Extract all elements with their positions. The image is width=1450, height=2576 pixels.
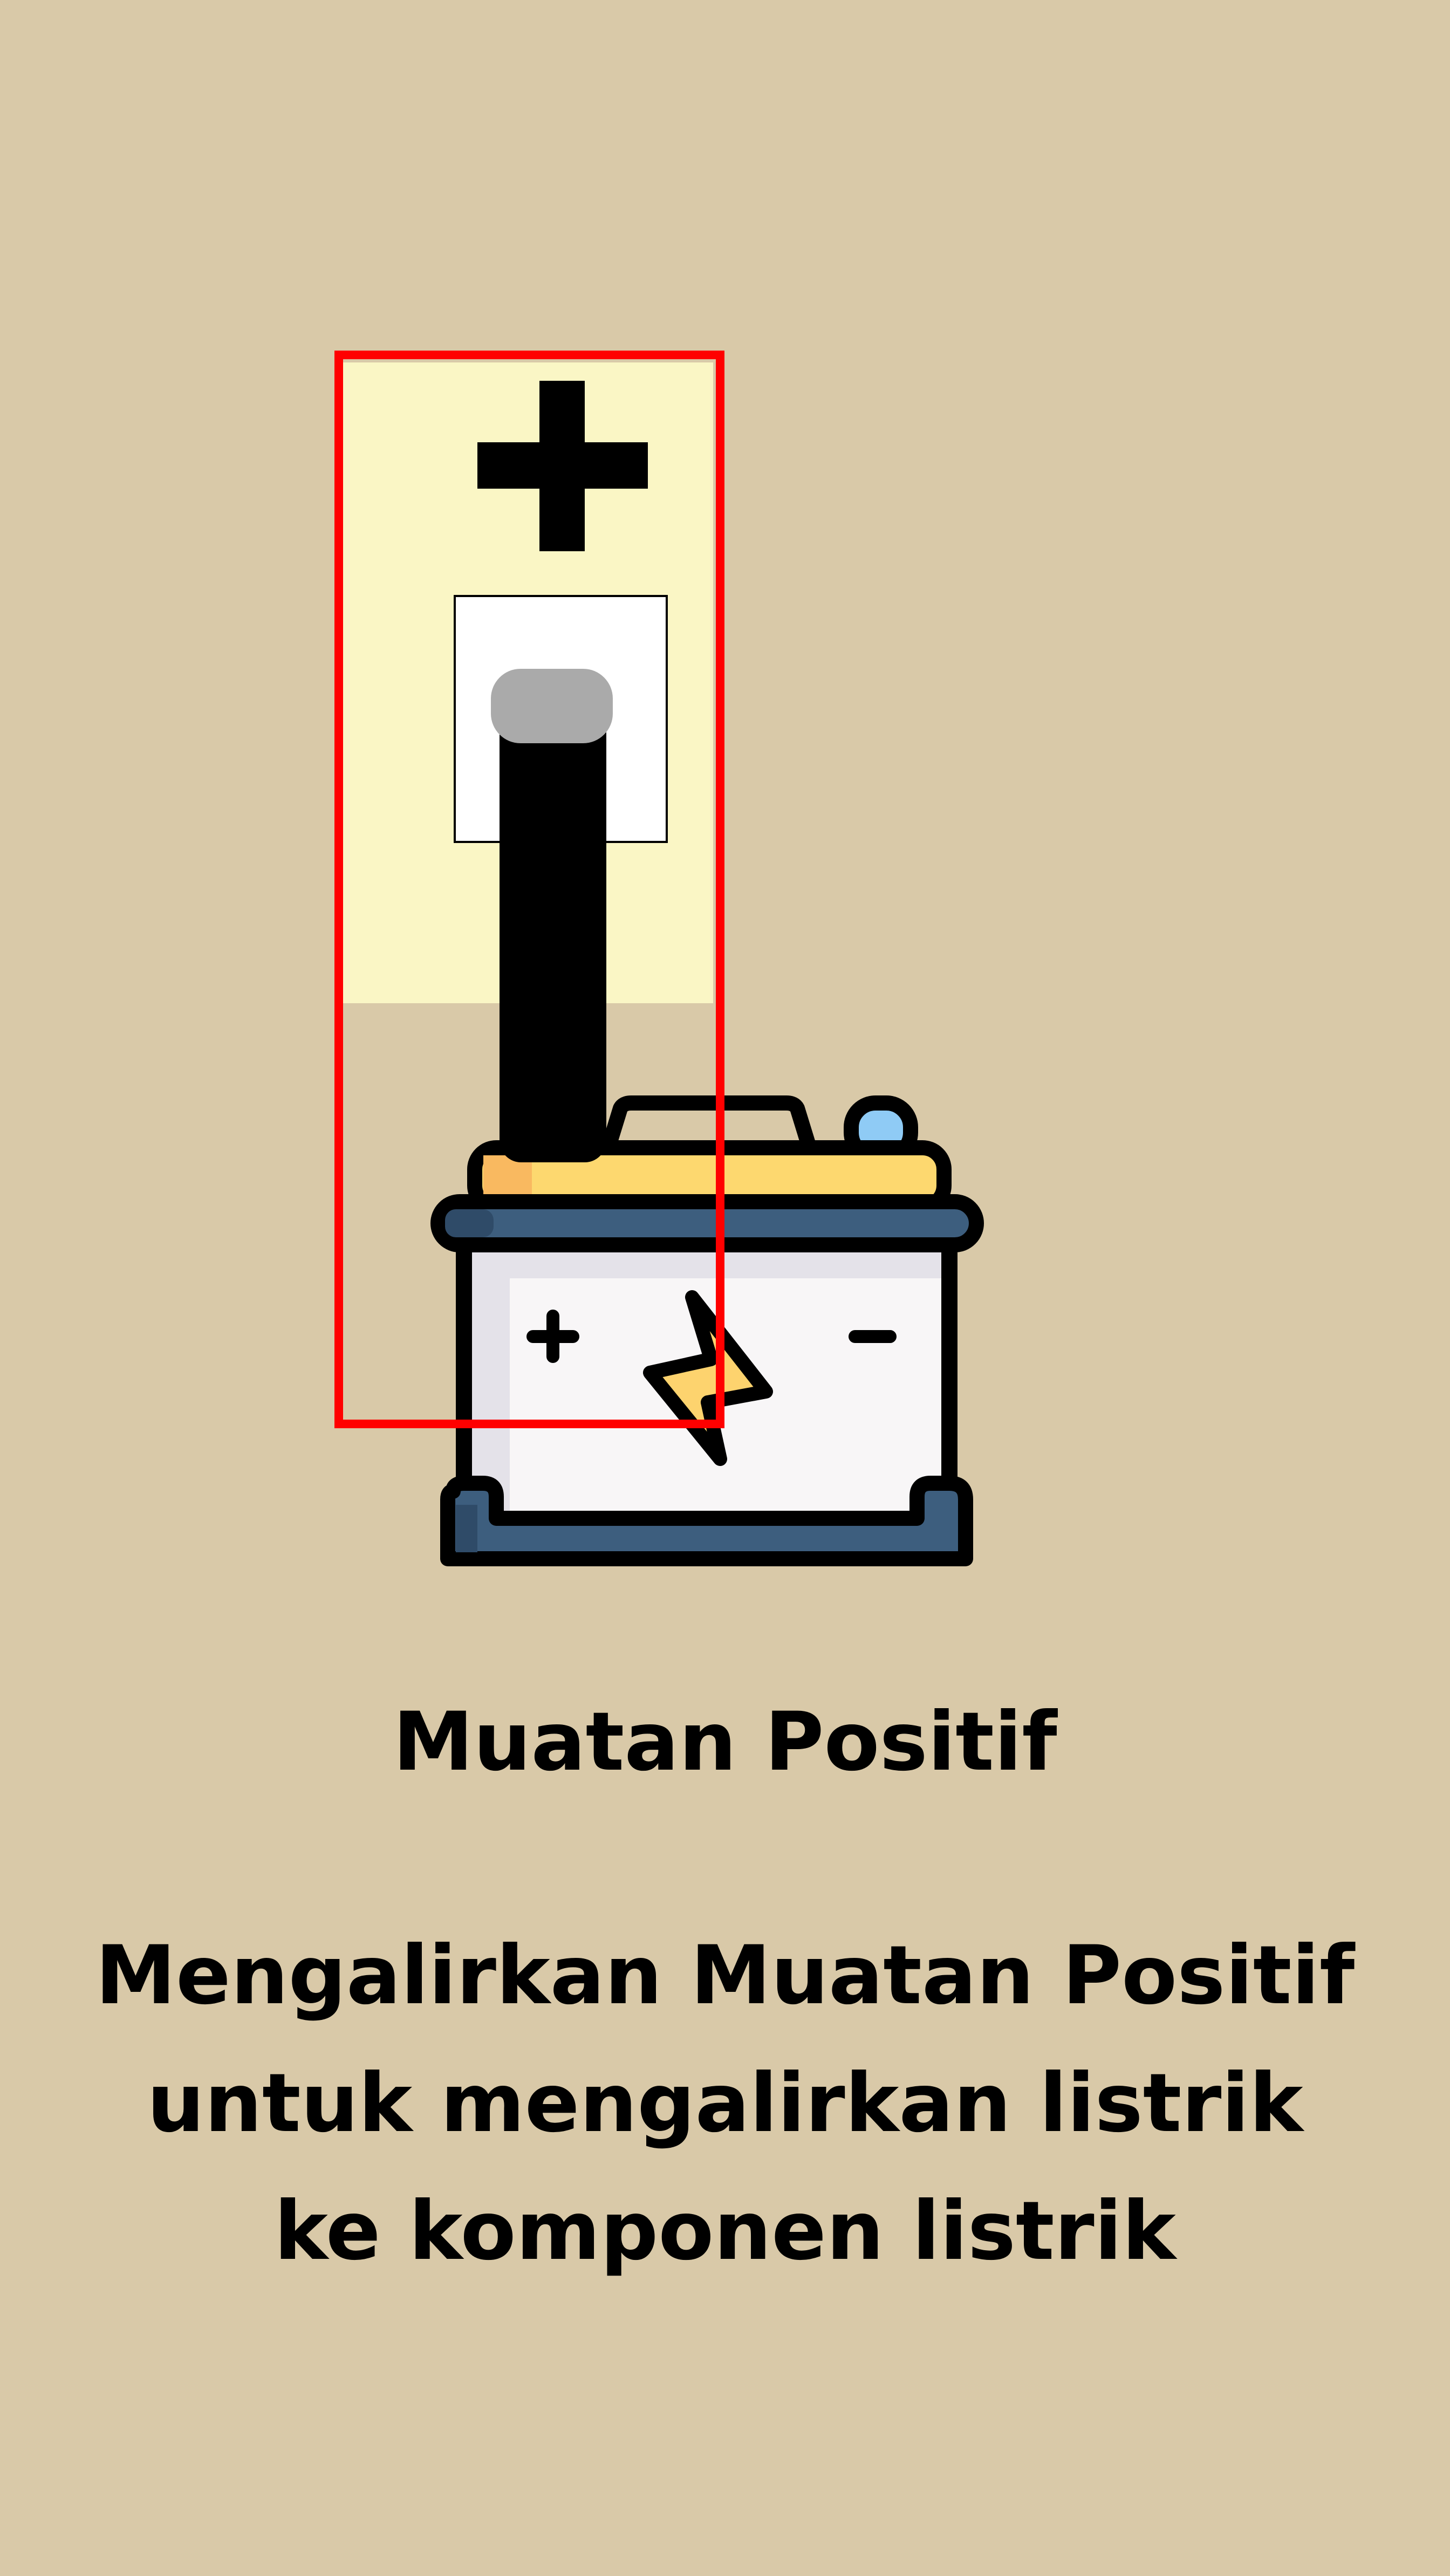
lightning-bolt-icon <box>643 1290 773 1466</box>
battery-illustration <box>334 351 984 1566</box>
description-line-1: Mengalirkan Muatan Positif <box>95 1929 1355 2023</box>
description: Mengalirkan Muatan Positif untuk mengali… <box>54 1912 1396 2296</box>
title: Muatan Positif <box>393 1695 1057 1789</box>
terminal-cable <box>500 712 606 1162</box>
terminal-cap <box>491 669 613 743</box>
plus-sign-icon <box>477 381 648 551</box>
battery-icon <box>430 1095 984 1566</box>
selection-outline <box>334 351 724 1428</box>
description-line-3: ke komponen listrik <box>274 2184 1176 2278</box>
battery-plus-icon <box>526 1310 579 1363</box>
description-line-2: untuk mengalirkan listrik <box>147 2057 1303 2150</box>
